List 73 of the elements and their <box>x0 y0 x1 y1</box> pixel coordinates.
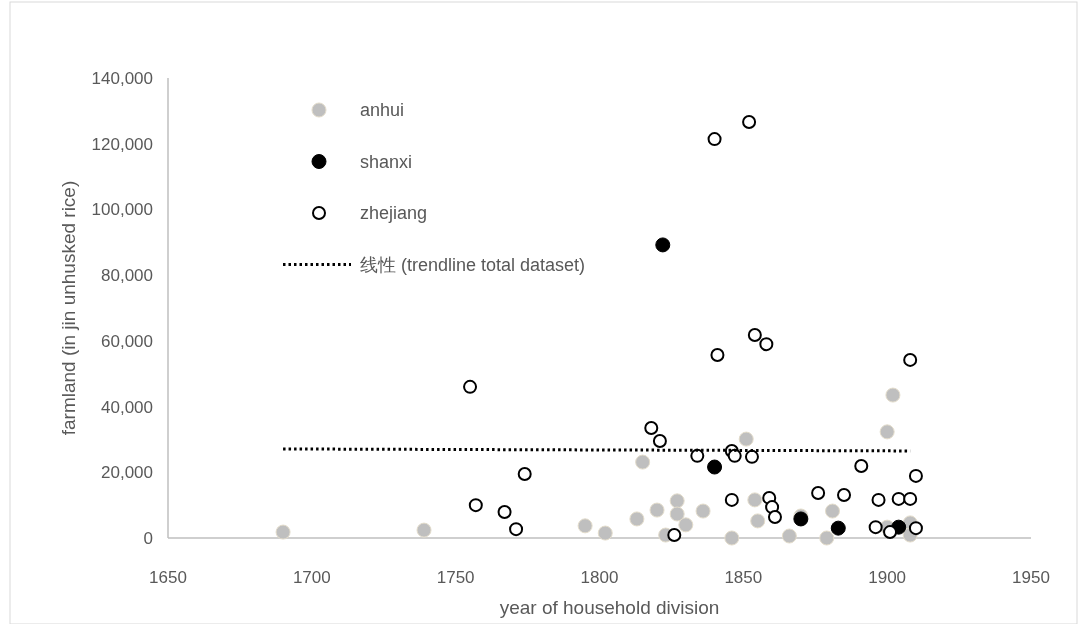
point <box>903 491 918 506</box>
y-tick-label: 100,000 <box>91 200 153 220</box>
point <box>644 420 659 435</box>
legend-label: zhejiang <box>360 203 428 223</box>
point <box>891 491 906 506</box>
point <box>871 492 886 507</box>
y-tick-label: 40,000 <box>101 397 153 417</box>
x-tick-label: 1900 <box>868 568 907 587</box>
x-tick-label: 1950 <box>1012 568 1050 587</box>
y-tick-label: 80,000 <box>101 266 153 286</box>
point <box>710 347 725 362</box>
y-axis-title: farmland (in jin unhusked rice) <box>58 180 79 436</box>
point <box>695 503 711 519</box>
point <box>908 521 923 536</box>
point <box>742 115 757 130</box>
point <box>750 513 766 529</box>
point <box>868 520 883 535</box>
point <box>463 379 478 394</box>
point <box>908 468 923 483</box>
point <box>497 505 512 520</box>
point <box>879 424 895 440</box>
point <box>747 492 763 508</box>
legend-label: 线性 (trendline total dataset) <box>360 254 586 275</box>
point <box>669 506 685 522</box>
point <box>738 431 754 447</box>
point <box>903 352 918 367</box>
point <box>649 502 665 518</box>
legend-label: shanxi <box>360 151 413 172</box>
y-tick-label: 140,000 <box>91 69 153 88</box>
point <box>727 448 742 463</box>
x-tick-label: 1700 <box>292 568 331 587</box>
point <box>724 530 740 546</box>
point <box>655 237 671 253</box>
point <box>767 509 782 524</box>
legend-label: anhui <box>360 100 405 120</box>
x-tick-label: 1750 <box>436 568 475 587</box>
point <box>885 387 901 403</box>
point <box>707 459 723 475</box>
y-tick-label: 120,000 <box>91 134 153 154</box>
point <box>669 493 685 509</box>
point <box>275 524 291 540</box>
point <box>597 525 613 541</box>
x-tick-label: 1850 <box>724 568 763 587</box>
point <box>759 337 774 352</box>
point <box>744 449 759 464</box>
point <box>819 530 835 546</box>
point <box>825 503 841 519</box>
y-tick-label: 0 <box>143 529 153 548</box>
point <box>747 327 762 342</box>
point <box>667 528 682 543</box>
y-tick-label: 60,000 <box>101 331 153 351</box>
x-tick-label: 1650 <box>149 568 187 587</box>
point <box>652 434 667 449</box>
point <box>781 528 797 544</box>
point <box>830 520 846 536</box>
point <box>635 454 651 470</box>
point <box>509 522 524 537</box>
point <box>678 517 694 533</box>
point <box>416 522 432 538</box>
point <box>690 448 705 463</box>
point <box>883 525 898 540</box>
point <box>854 459 869 474</box>
point <box>577 518 593 534</box>
point <box>707 132 722 147</box>
point <box>837 487 852 502</box>
point <box>517 466 532 481</box>
x-tick-label: 1800 <box>580 568 619 587</box>
y-tick-label: 20,000 <box>101 463 153 483</box>
point <box>811 485 826 500</box>
point <box>724 492 739 507</box>
x-axis-title: year of household division <box>499 597 720 618</box>
point <box>468 498 483 513</box>
point <box>629 511 645 527</box>
